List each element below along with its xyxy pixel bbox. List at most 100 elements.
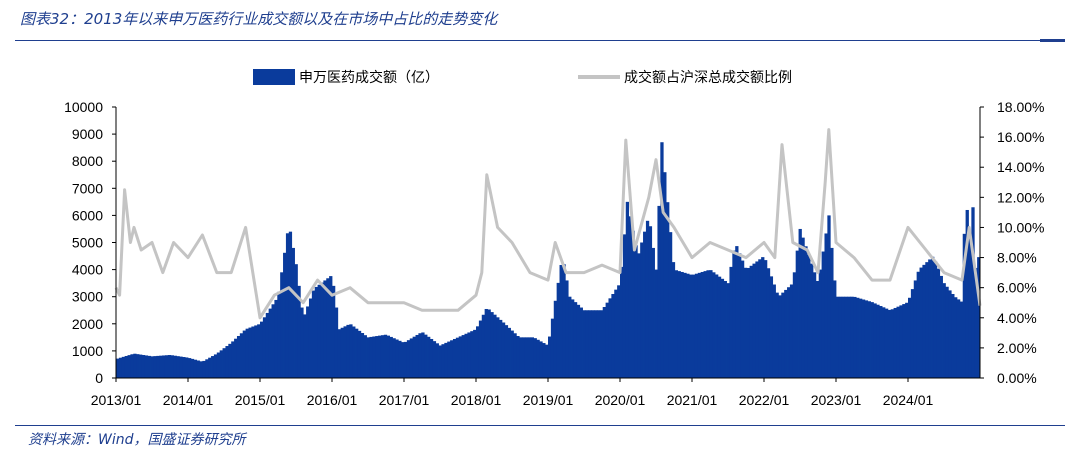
bar [510,330,514,378]
combo-chart: 0 1000 2000 3000 4000 5000 6000 7000 8000 9000 100… [64,69,1044,408]
bar [294,264,298,378]
bar [455,337,460,378]
bar [121,356,126,378]
bar [922,264,926,378]
left-tick-label: 10000 [64,99,103,115]
bar [778,295,782,378]
bar [205,359,209,378]
left-tick-label: 8000 [72,153,103,169]
bar [409,338,414,378]
bar [942,283,946,378]
bar [196,360,200,378]
bar [496,317,500,378]
right-tick-label: 4.00% [997,310,1037,326]
bar [291,247,295,378]
bar [893,307,897,378]
bar [746,267,750,378]
left-tick-label: 7000 [72,180,103,196]
bar [504,325,509,378]
bar [553,300,558,378]
bar [476,326,480,378]
bar [236,335,241,378]
bar [176,356,180,378]
bar [536,339,540,378]
bar [150,356,154,378]
bar [801,237,805,378]
x-tick-label: 2021/01 [667,392,718,408]
bar [182,357,186,378]
bar [245,328,249,378]
bar [136,354,140,378]
right-tick-label: 8.00% [997,250,1037,266]
bar [550,318,555,378]
bar [697,272,702,378]
left-tick-label: 3000 [72,289,103,305]
bar [683,272,687,378]
bar [280,272,284,378]
bar [352,326,356,378]
bar [956,299,961,378]
bar [743,267,748,378]
bar [438,345,442,378]
bar [116,358,120,378]
bar [334,307,339,378]
bar [156,355,160,378]
bar [389,336,393,378]
right-tick-label: 10.00% [997,219,1044,235]
bar [530,337,534,378]
bar [519,337,523,378]
bar [919,267,923,378]
bar [170,355,174,378]
x-tick-label: 2018/01 [451,392,502,408]
x-tick-label: 2020/01 [595,392,646,408]
top-rule [15,40,1065,41]
right-tick-label: 12.00% [997,189,1044,205]
bar [219,350,223,378]
bar [300,307,304,378]
bar [703,271,707,378]
bar [939,275,943,378]
bar [766,268,771,378]
bar [493,314,497,378]
bar [709,270,713,378]
bar [945,286,949,378]
bar [775,292,779,378]
bar [689,274,693,378]
x-tick-label: 2023/01 [811,392,862,408]
bar [211,356,215,378]
bar [585,310,589,378]
legend-bar-label: 申万医药成交额（亿） [299,69,439,86]
bar [432,341,437,378]
bar [257,324,261,378]
bar [332,285,336,378]
bar [680,271,684,378]
bar [833,280,837,378]
bar [913,280,918,378]
bar [772,284,776,378]
bar [879,306,883,378]
bar [539,341,543,378]
bar [951,293,955,378]
bar [522,337,526,378]
right-tick-label: 16.00% [997,129,1044,145]
bar [185,357,189,378]
bar [959,301,964,378]
bar [484,308,488,378]
bar [277,291,281,378]
bar [260,321,264,378]
bar [792,272,797,378]
bar [404,341,408,378]
bar [153,356,157,378]
left-tick-label: 6000 [72,207,103,223]
bar [398,340,402,378]
bar [473,329,477,378]
bar [729,266,733,378]
bar [127,355,131,378]
x-tick-label: 2017/01 [379,392,430,408]
bar [548,336,552,378]
bar [323,280,327,378]
bar [435,343,439,378]
bar [599,310,604,378]
bar [588,310,592,378]
bar [317,284,321,378]
